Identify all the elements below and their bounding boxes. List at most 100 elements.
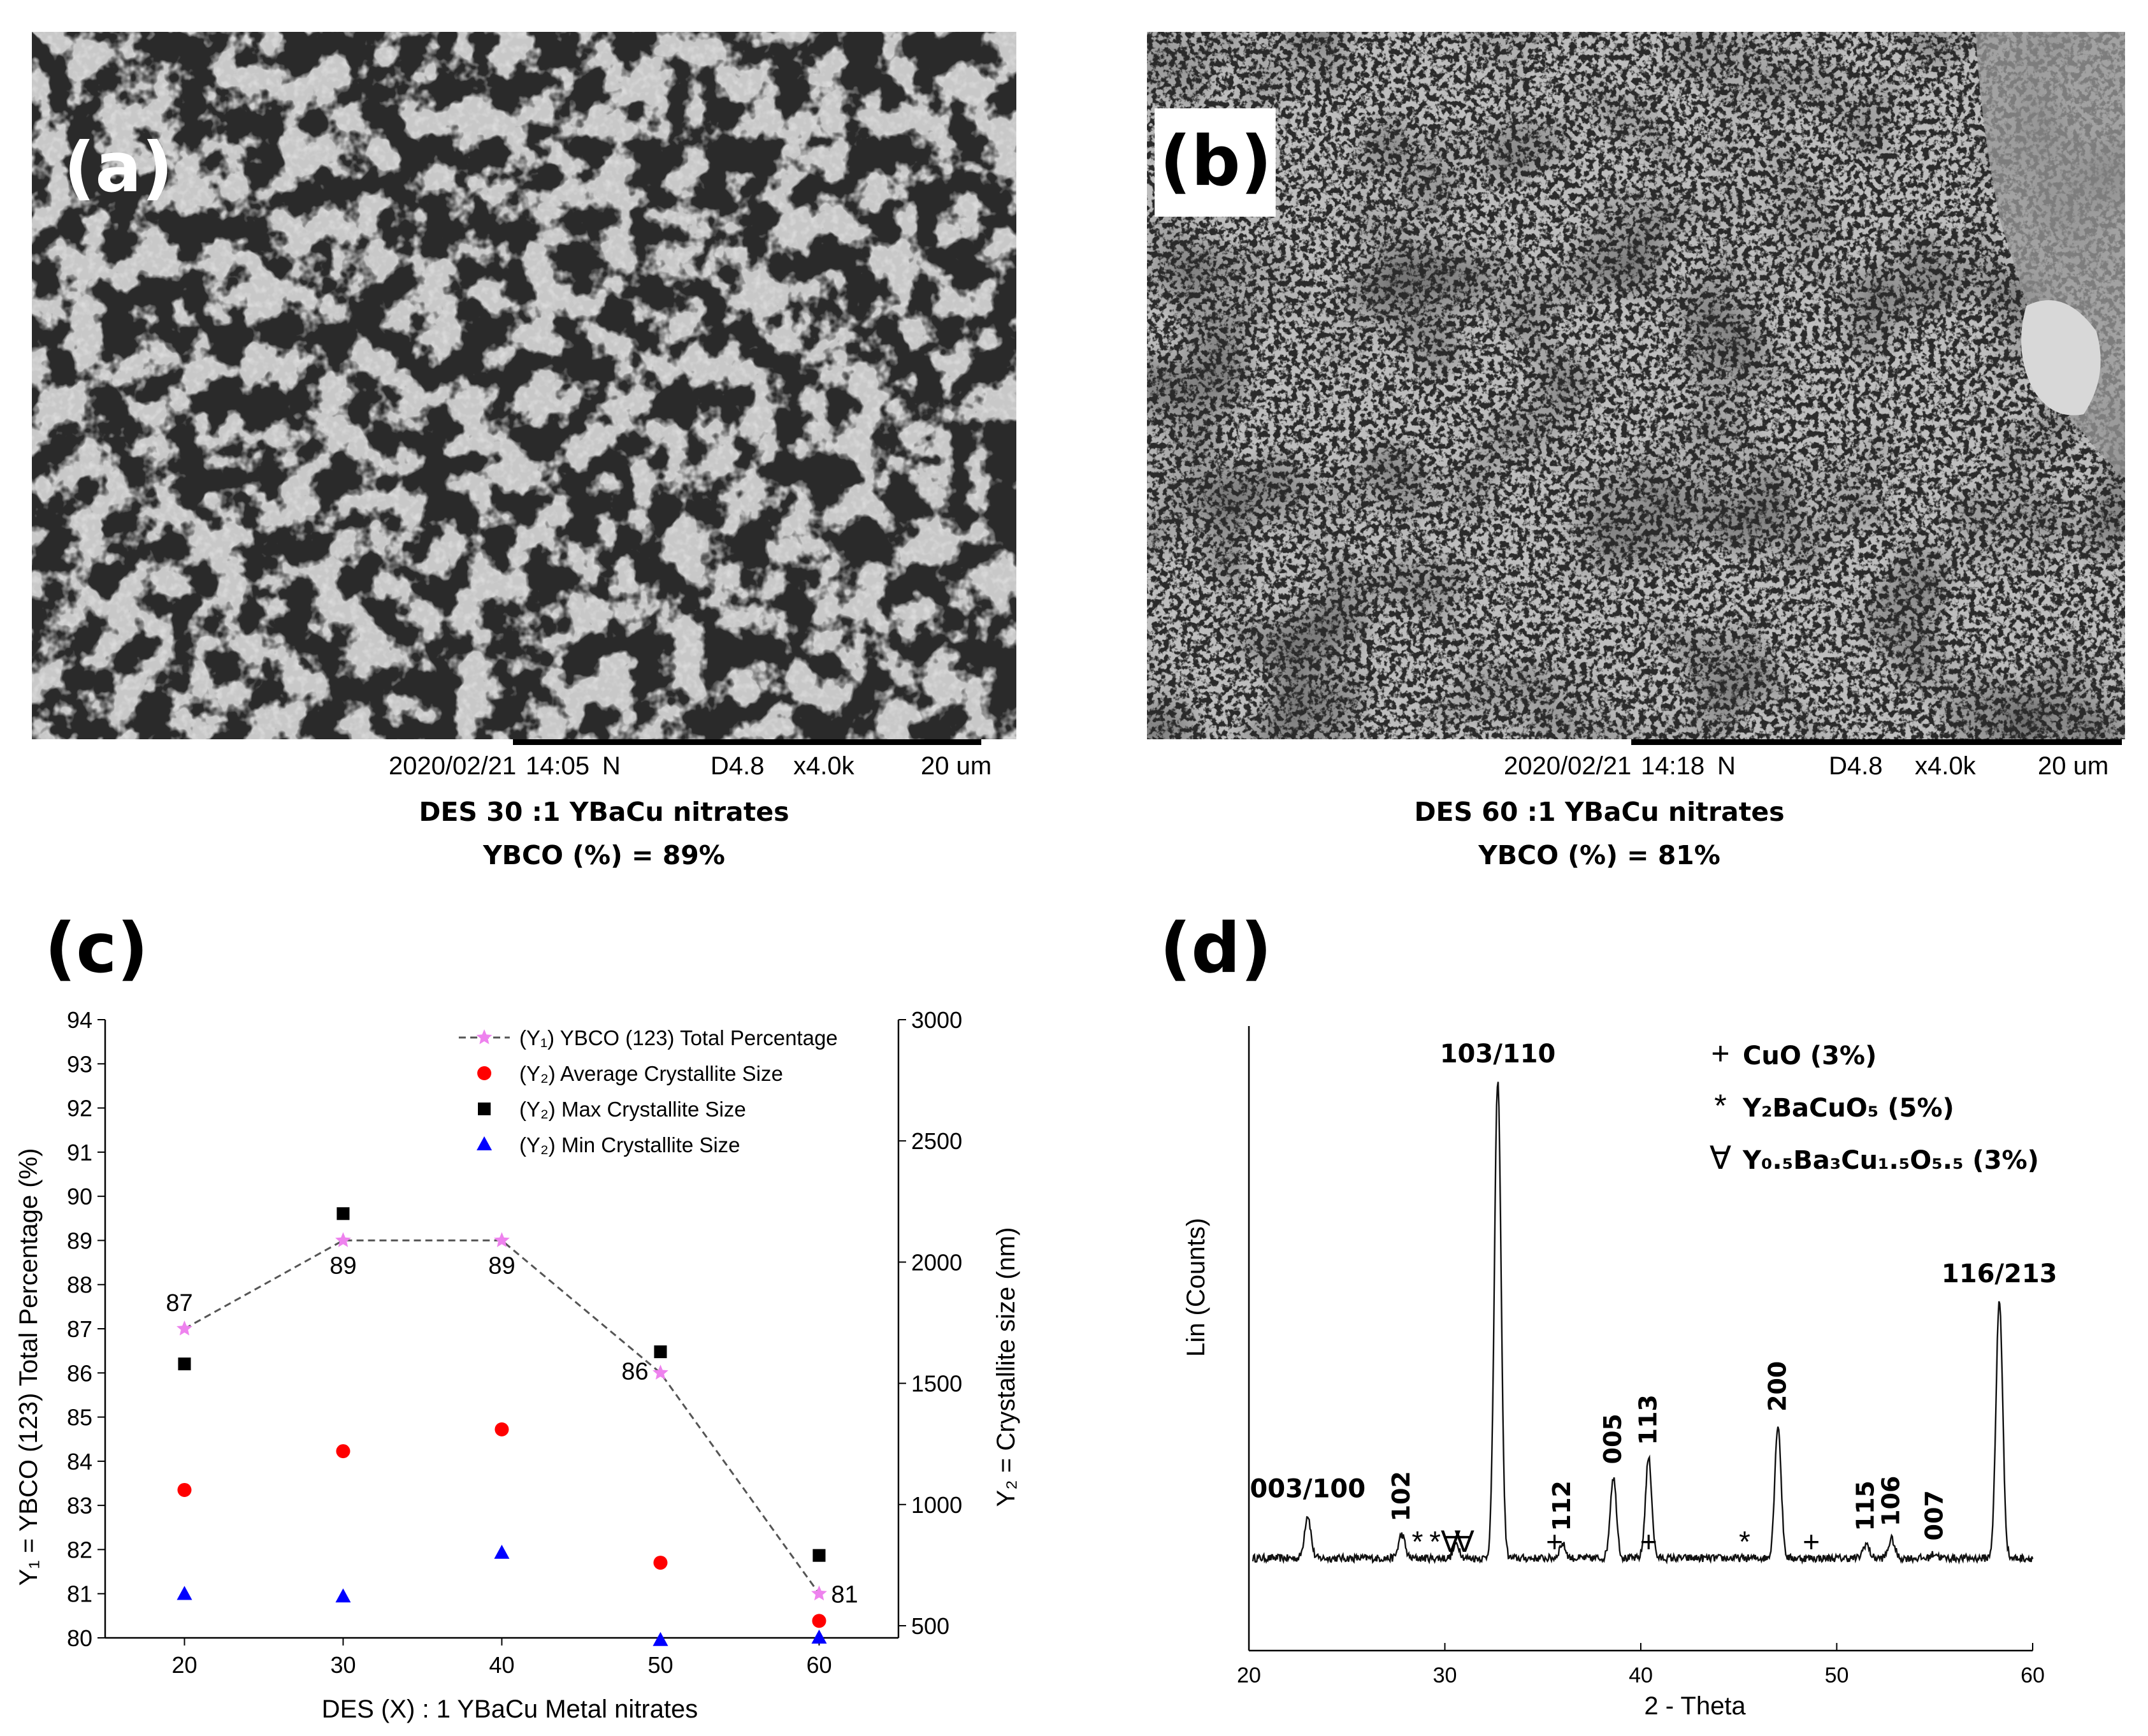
chart-d-xtick-label: 40 [1629, 1663, 1653, 1688]
sem-time-b: 14:18 [1641, 752, 1705, 780]
xrd-phase-marker: + [1803, 1525, 1820, 1558]
xrd-phase-marker: * [1411, 1525, 1423, 1558]
chart-c-point [178, 1357, 191, 1371]
sem-wd-a: D4.8 [710, 752, 765, 780]
chart-c-point [654, 1345, 667, 1359]
chart-c-xtick-label: 60 [806, 1652, 832, 1678]
xrd-phase-marker: + [1546, 1525, 1563, 1558]
caption-a-line2: YBCO (%) = 89% [483, 840, 725, 871]
chart-c-ytick-right-label: 1000 [911, 1492, 962, 1518]
xrd-peak-label: 103/110 [1440, 1039, 1556, 1069]
chart-c-point [494, 1232, 510, 1247]
chart-d: 20 30 40 50 60 003/100 102 103/110 112 005 113 200… [1182, 1026, 2058, 1720]
legend-marker [478, 1103, 491, 1115]
chart-c-xtick-label: 40 [489, 1652, 514, 1678]
chart-d-xtick-label: 30 [1433, 1663, 1457, 1688]
chart-c-data-label: 89 [329, 1252, 356, 1279]
chart-c-point [494, 1422, 509, 1436]
chart-c: 80 81 82 83 84 85 86 87 88 89 90 91 92 93 94 500 1000 15… [15, 1007, 1020, 1723]
chart-c-point [494, 1544, 510, 1559]
caption-b-line2: YBCO (%) = 81% [1478, 840, 1720, 871]
sem-time-a: 14:05 [526, 752, 590, 780]
chart-c-point [812, 1549, 826, 1562]
chart-c-ytick-left-label: 84 [67, 1449, 92, 1475]
chart-c-point [336, 1207, 350, 1220]
chart-c-ytick-right-label: 500 [911, 1613, 949, 1639]
xrd-phase-marker: + [1640, 1525, 1657, 1558]
chart-c-ytick-left-label: 91 [67, 1139, 92, 1166]
chart-d-ylabel: Lin (Counts) [1182, 1218, 1210, 1357]
sem-scale-b: 20 um [2038, 752, 2109, 780]
xrd-peak-label: 113 [1634, 1394, 1662, 1445]
chart-c-ylabel-left: Y₁ = YBCO (123) Total Percentage (%) [15, 1148, 43, 1586]
xrd-legend-entry: CuO (3%) [1743, 1041, 1877, 1071]
chart-c-xlabel: DES (X) : 1 YBaCu Metal nitrates [322, 1695, 698, 1723]
chart-c-point [335, 1588, 351, 1603]
sem-date-a: 2020/02/21 [389, 752, 517, 780]
chart-c-ytick-right-label: 1500 [911, 1371, 962, 1397]
chart-c-ytick-left-label: 89 [67, 1227, 92, 1254]
chart-c-data-label: 81 [831, 1582, 858, 1609]
chart-c-xtick-label: 30 [330, 1652, 356, 1678]
chart-c-point [811, 1630, 827, 1644]
legend-entry: (Y₁) YBCO (123) Total Percentage [519, 1026, 838, 1050]
xrd-peak-label: 005 [1599, 1414, 1627, 1464]
legend-marker [477, 1066, 491, 1080]
chart-c-ytick-left-label: 92 [67, 1096, 92, 1122]
xrd-peak-label: 112 [1548, 1480, 1576, 1531]
chart-c-ytick-right-label: 2000 [911, 1249, 962, 1275]
chart-c-point [177, 1586, 192, 1600]
xrd-peak-label: 102 [1387, 1471, 1415, 1521]
scale-bar-line-b [1631, 739, 2122, 745]
chart-c-point [811, 1585, 827, 1601]
legend-entry: (Y₂) Max Crystallite Size [519, 1097, 746, 1121]
panel-label-b: (b) [1160, 122, 1272, 201]
sem-mag-a: x4.0k [793, 752, 854, 780]
chart-c-ytick-left-label: 94 [67, 1007, 92, 1033]
chart-c-ytick-left-label: 90 [67, 1183, 92, 1210]
chart-c-ytick-left-label: 82 [67, 1537, 92, 1563]
caption-a-line1: DES 30 :1 YBaCu nitrates [419, 797, 789, 827]
legend-marker [476, 1029, 493, 1045]
chart-c-ytick-left-label: 83 [67, 1493, 92, 1519]
chart-d-xlabel: 2 - Theta [1644, 1692, 1746, 1720]
chart-c-ytick-left-label: 81 [67, 1581, 92, 1607]
chart-c-point [177, 1320, 192, 1336]
caption-b-line1: DES 60 :1 YBaCu nitrates [1414, 797, 1785, 827]
legend-entry: (Y₂) Min Crystallite Size [519, 1133, 740, 1157]
chart-c-ytick-left-label: 93 [67, 1051, 92, 1077]
sem-date-b: 2020/02/21 [1504, 752, 1632, 780]
sem-scale-a: 20 um [921, 752, 992, 780]
chart-c-ytick-left-label: 86 [67, 1360, 92, 1386]
scale-bar-line-a [513, 739, 981, 745]
legend-marker [477, 1136, 492, 1150]
chart-c-point [653, 1556, 668, 1570]
chart-c-ytick-right-label: 3000 [911, 1007, 962, 1033]
chart-c-point [652, 1631, 668, 1646]
panel-label-a: (a) [64, 128, 173, 208]
xrd-peak-label: 007 [1920, 1490, 1948, 1540]
chart-d-xtick-label: 60 [2021, 1663, 2045, 1688]
sem-mag-b: x4.0k [1915, 752, 1976, 780]
chart-c-data-label: 86 [621, 1358, 648, 1385]
chart-c-point [336, 1444, 350, 1459]
chart-c-ytick-left-label: 85 [67, 1405, 92, 1431]
sem-mode-b: N [1717, 752, 1736, 780]
legend-entry: (Y₂) Average Crystallite Size [519, 1062, 783, 1085]
chart-c-point [177, 1482, 192, 1497]
xrd-phase-marker: ∀ [1455, 1525, 1475, 1558]
xrd-peak-label: 115 [1852, 1480, 1880, 1531]
chart-c-point [652, 1364, 668, 1380]
chart-c-ytick-left-label: 80 [67, 1625, 92, 1651]
sem-image-b [1147, 32, 2125, 739]
chart-c-series-line [184, 1239, 820, 1595]
chart-c-ytick-left-label: 88 [67, 1272, 92, 1298]
xrd-phase-marker: ∀ [1441, 1525, 1461, 1558]
chart-d-xtick-label: 20 [1237, 1663, 1261, 1688]
chart-c-point [335, 1232, 351, 1247]
xrd-peak-label: 106 [1877, 1476, 1905, 1526]
panel-label-c: (c) [45, 909, 148, 988]
xrd-legend-entry: Y₂BaCuO₅ (5%) [1742, 1094, 1954, 1123]
xrd-peak-label: 116/213 [1942, 1259, 2058, 1289]
chart-c-ytick-left-label: 87 [67, 1316, 92, 1342]
